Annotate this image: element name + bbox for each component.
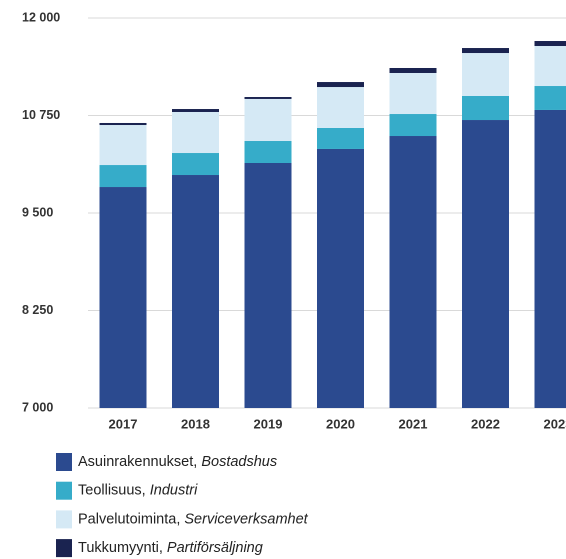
bar-segment	[389, 72, 437, 115]
bar-segment	[172, 153, 219, 176]
bar-segment	[317, 127, 364, 149]
legend-swatch	[56, 453, 72, 471]
bar-segment	[244, 98, 292, 142]
legend-swatch	[56, 510, 72, 529]
legend-swatch	[56, 481, 72, 500]
bar-segment	[534, 46, 566, 87]
bar-segment	[99, 125, 147, 166]
x-tick-label: 2019	[254, 416, 283, 431]
bar-segment	[172, 111, 219, 154]
bar-segment	[244, 163, 292, 408]
bar-segment	[244, 97, 292, 99]
legend-label: Teollisuus, Industri	[78, 483, 198, 499]
y-tick-label: 9 500	[22, 205, 53, 219]
bar-segment	[99, 165, 147, 188]
y-tick-label: 12 000	[22, 10, 60, 24]
bar-segment	[534, 109, 566, 408]
bar-segment	[389, 67, 437, 73]
y-tick-label: 7 000	[22, 400, 53, 414]
y-tick-label: 8 250	[22, 303, 53, 317]
y-tick-label: 10 750	[22, 108, 60, 122]
x-tick-label: 2017	[109, 416, 138, 431]
bar-segment	[244, 141, 292, 164]
x-tick-label: 2020	[326, 416, 355, 431]
bar-segment	[99, 122, 147, 126]
legend-label: Palvelutoiminta, Serviceverksamhet	[78, 511, 309, 527]
legend-label: Asuinrakennukset, Bostadshus	[78, 454, 277, 470]
bar-segment	[534, 86, 566, 110]
bar-segment	[462, 53, 509, 96]
bar-segment	[317, 148, 364, 408]
legend-swatch	[56, 539, 72, 558]
bar-segment	[317, 87, 364, 128]
bar-segment	[534, 41, 566, 47]
bar-segment	[462, 120, 509, 409]
bar-segment	[389, 114, 437, 137]
x-tick-label: 2023	[544, 416, 566, 431]
bar-segment	[462, 96, 509, 121]
bar-segment	[389, 136, 437, 408]
legend-label: Tukkumyynti, Partiförsäljning	[78, 540, 263, 556]
bar-segment	[99, 187, 147, 408]
bar-segment	[317, 82, 364, 88]
bar-segment	[462, 48, 509, 54]
bar-segment	[172, 175, 219, 408]
x-tick-label: 2021	[399, 416, 428, 431]
x-tick-label: 2018	[181, 416, 210, 431]
bar-segment	[172, 109, 219, 112]
x-tick-label: 2022	[471, 416, 500, 431]
